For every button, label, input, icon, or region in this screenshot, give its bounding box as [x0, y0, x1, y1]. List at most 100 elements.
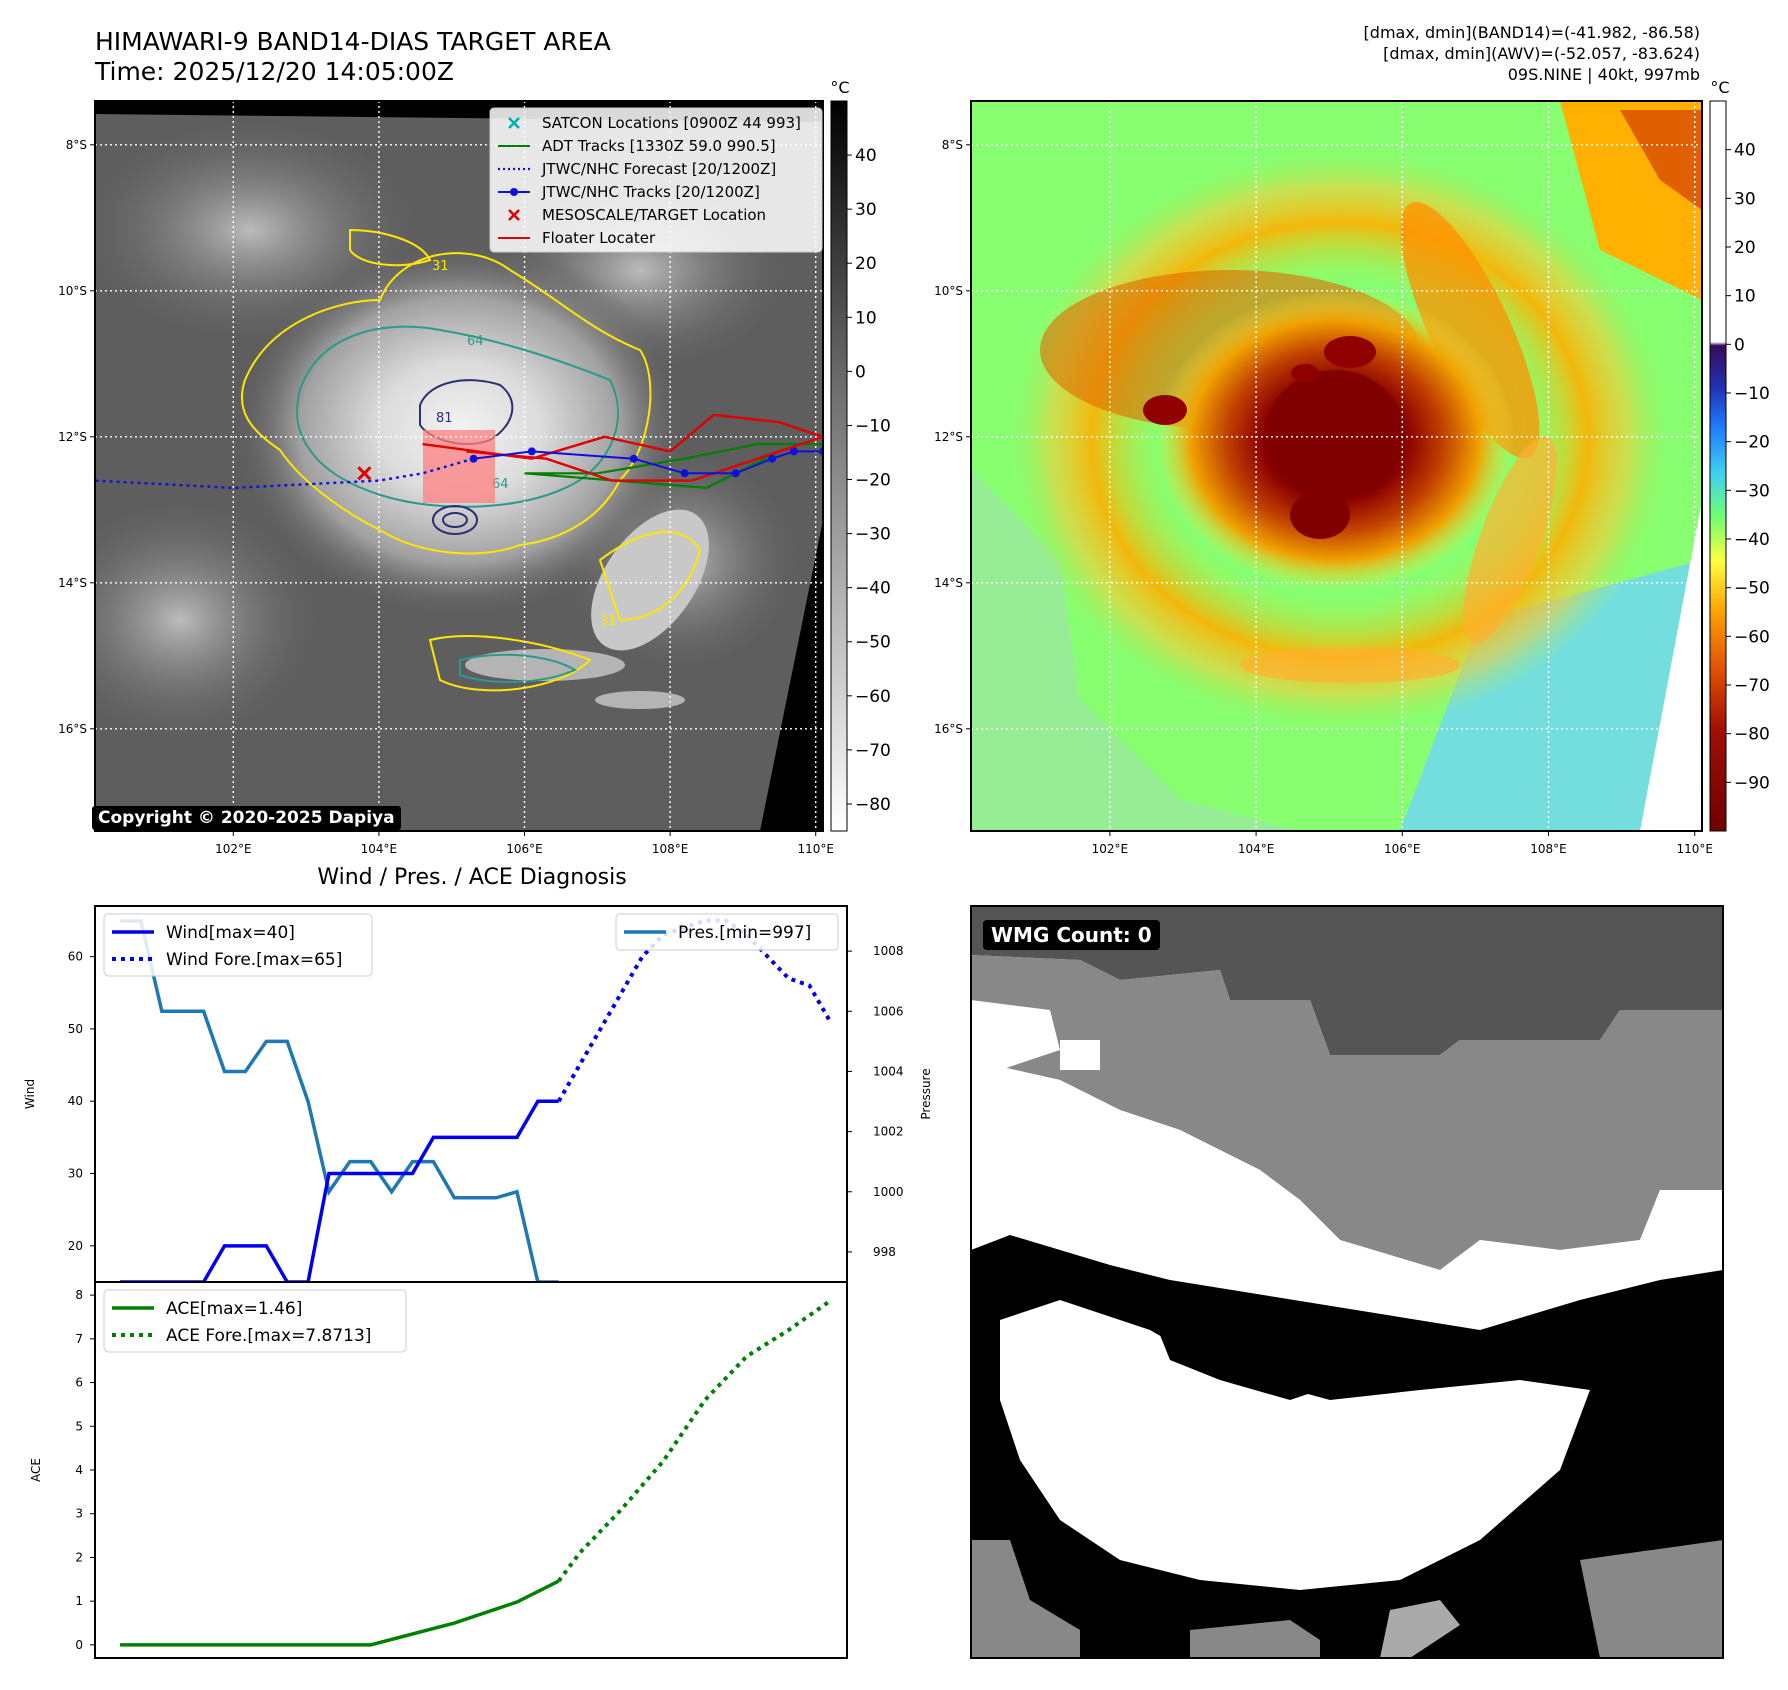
lat-tick-label: 14°S [934, 576, 963, 590]
wind-tick-label: 30 [68, 1167, 83, 1181]
colorbar-tick-label: −50 [1734, 579, 1770, 599]
ace-tick-label: 3 [75, 1507, 83, 1521]
band14-colorbar: °C 40 30 20 10 0 −10 −20 −30 −40 −50 −60 −70 −80 [830, 78, 891, 832]
jtwc-track-point [629, 454, 638, 463]
wind-legend-box [103, 913, 373, 977]
floater-track-line [422, 413, 823, 482]
wmg-grey-region [971, 955, 1723, 1270]
wmg-white-hole [1060, 1040, 1100, 1070]
lat-tick-label: 14°S [58, 576, 87, 590]
no-data-right [760, 520, 823, 831]
ir-band [591, 509, 709, 651]
colorbar-tick-label: −20 [855, 471, 891, 491]
contour-label: 64 [492, 477, 509, 492]
colorbar-tick-label: −10 [1734, 384, 1770, 404]
legend-label: JTWC/NHC Tracks [20/1200Z] [541, 183, 760, 201]
colorbar-tick-label: 40 [1734, 141, 1756, 161]
lon-tick-label: 108°E [1530, 842, 1567, 856]
ir-cloud-patch [95, 500, 320, 740]
wind-forecast-line [557, 918, 833, 1103]
ace-chart: ACE 0 1 2 3 4 5 6 7 8 ACE[max=1.46] ACE Fore.[max… [29, 1281, 848, 1659]
target-location-marker [357, 466, 372, 481]
ace-tick-label: 4 [75, 1463, 83, 1477]
wind-tick-label: 60 [68, 950, 83, 964]
lon-tick-label: 104°E [1238, 842, 1275, 856]
pressure-tick-label: 998 [873, 1245, 896, 1259]
lon-tick-label: 106°E [1384, 842, 1421, 856]
lon-tick-label: 102°E [1092, 842, 1129, 856]
wv-core [1324, 336, 1376, 368]
colorbar-tick-label: −30 [1734, 481, 1770, 501]
ace-line [120, 1579, 560, 1647]
colorbar-tick-label: −40 [1734, 530, 1770, 550]
adt-track-line [524, 443, 823, 490]
legend-label: JTWC/NHC Forecast [20/1200Z] [541, 160, 776, 178]
map-legend: SATCON Locations [0900Z 44 993] ADT Track… [489, 107, 823, 253]
legend-label: Wind[max=40] [166, 923, 295, 943]
contour-64 [296, 325, 619, 683]
ace-legend-box [103, 1289, 407, 1353]
lat-tick-label: 16°S [934, 722, 963, 736]
wv-core [1290, 491, 1350, 539]
lon-tick-label: 104°E [361, 842, 398, 856]
copyright-badge: Copyright © 2020-2025 Dapiya [92, 806, 401, 830]
contour-label: 81 [436, 411, 453, 426]
colorbar-tick-label: 20 [1734, 238, 1756, 258]
lon-tick-label: 110°E [1676, 842, 1713, 856]
pressure-tick-label: 1002 [873, 1125, 904, 1139]
contour-label: 31 [600, 614, 617, 629]
wv-band [1240, 647, 1460, 683]
lat-tick-label: 12°S [934, 430, 963, 444]
colorbar-tick-label: −80 [855, 795, 891, 815]
colorbar-tick-label: −80 [1734, 725, 1770, 745]
ace-tick-label: 2 [75, 1550, 83, 1564]
wind-tick-label: 50 [68, 1022, 83, 1036]
pressure-tick-label: 1008 [873, 944, 904, 958]
legend-label: Floater Locater [542, 229, 656, 247]
colorbar-tick-label: 30 [855, 200, 877, 220]
contour-label: 64 [467, 334, 484, 349]
colorbar-tick-label: −50 [855, 633, 891, 653]
pressure-axis-label: Pressure [919, 1068, 933, 1119]
wmg-panel [970, 905, 1724, 1659]
wmg-white-band [971, 1060, 1723, 1330]
jtwc-track-point [680, 469, 689, 478]
target-area-box [423, 430, 495, 503]
lat-tick-label: 16°S [58, 722, 87, 736]
legend-label: Wind Fore.[max=65] [166, 950, 342, 970]
lat-tick-label: 12°S [58, 430, 87, 444]
ir-band [465, 649, 625, 681]
colorbar-unit: °C [830, 78, 849, 97]
wmg-black-cell [1390, 1330, 1408, 1344]
wmg-black-island [1150, 1310, 1320, 1400]
colorbar-tick-label: −70 [1734, 676, 1770, 696]
jtwc-track-point [768, 454, 777, 463]
pressure-tick-label: 1000 [873, 1185, 904, 1199]
wv-dry-region [1400, 560, 1702, 831]
contour-label: 31 [432, 259, 449, 274]
wmg-white-hole [971, 1000, 1060, 1070]
colorbar-gradient [830, 100, 848, 832]
legend-label: MESOSCALE/TARGET Location [542, 206, 766, 224]
wmg-count-badge: WMG Count: 0 [983, 920, 1160, 950]
lon-tick-label: 110°E [797, 842, 834, 856]
legend-label: Pres.[min=997] [678, 923, 811, 943]
colorbar-tick-label: 20 [855, 254, 877, 274]
wmg-grey-cell [1580, 1540, 1723, 1658]
ace-tick-label: 5 [75, 1419, 83, 1433]
colorbar-tick-label: 30 [1734, 189, 1756, 209]
colorbar-tick-label: −30 [855, 525, 891, 545]
wmg-grey-cell [971, 1540, 1080, 1658]
band14-map: 31 64 81 64 31 102°E 104°E 106°E 108°E 110°E… [58, 100, 834, 856]
colorbar-tick-label: −60 [1734, 627, 1770, 647]
map2-frame [970, 100, 1703, 832]
wind-axis-label: Wind [23, 1079, 37, 1109]
lon-tick-label: 108°E [652, 842, 689, 856]
diagnosis-title: Wind / Pres. / ACE Diagnosis [317, 865, 626, 890]
ace-tick-label: 1 [75, 1594, 83, 1608]
ace-axis-label: ACE [29, 1458, 43, 1482]
pressure-line [120, 919, 559, 1284]
ace-tick-label: 0 [75, 1638, 83, 1652]
ir-band [595, 691, 685, 709]
